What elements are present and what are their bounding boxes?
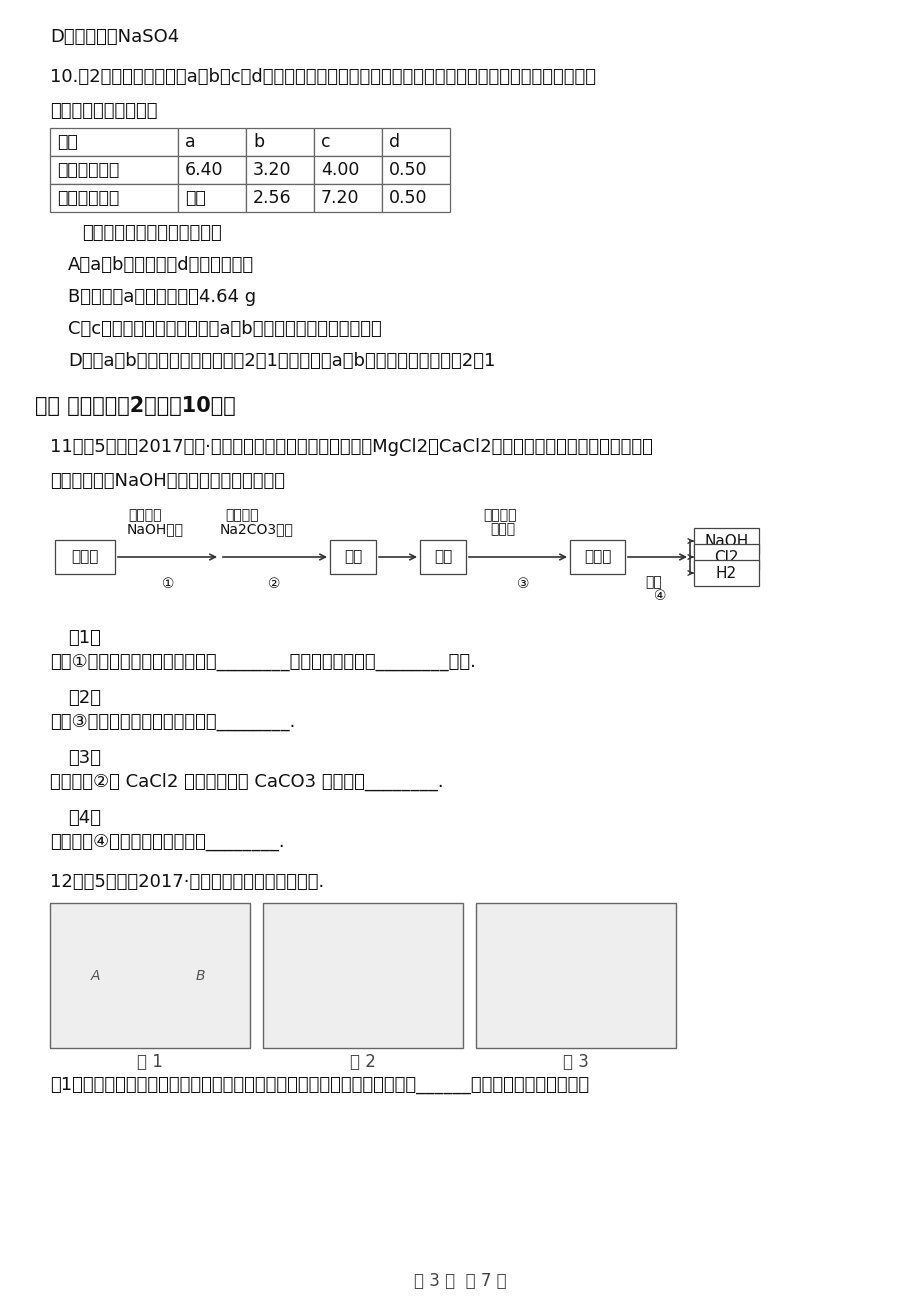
Text: 二、 简答题（共2题；共10分）: 二、 简答题（共2题；共10分）: [35, 396, 235, 417]
Text: 粗盐水: 粗盐水: [72, 549, 98, 565]
Bar: [50, 904, 250, 1048]
Text: ①: ①: [162, 577, 175, 591]
Text: 待测: 待测: [185, 189, 206, 207]
Text: b: b: [253, 133, 264, 151]
Text: 第 3 页  共 7 页: 第 3 页 共 7 页: [414, 1272, 505, 1290]
Text: Na2CO3溶液: Na2CO3溶液: [220, 522, 293, 536]
Bar: [693, 529, 758, 553]
Text: 水的方法制备NaOH，其简要工艺流程如下：: 水的方法制备NaOH，其简要工艺流程如下：: [50, 473, 285, 490]
Text: C．c物质中元素的种类一定与a、b两种物质中元素的种类相同: C．c物质中元素的种类一定与a、b两种物质中元素的种类相同: [68, 320, 381, 339]
Bar: [313, 184, 381, 212]
Text: B: B: [195, 969, 205, 983]
Text: a: a: [185, 133, 196, 151]
Text: 0.50: 0.50: [389, 189, 427, 207]
Text: 稀盐酸: 稀盐酸: [490, 522, 515, 536]
Text: 12．（5分）（2017·桂林）分析如图，回答问题.: 12．（5分）（2017·桂林）分析如图，回答问题.: [50, 874, 323, 891]
Text: ③: ③: [516, 577, 529, 591]
Text: 加入过量: 加入过量: [128, 508, 162, 522]
Text: D．硫酸钠：NaSO4: D．硫酸钠：NaSO4: [50, 29, 179, 46]
Bar: [420, 540, 466, 574]
Text: （4）: （4）: [68, 809, 101, 827]
Bar: [245, 128, 313, 156]
Text: 10.（2分）将一定质量的a、b、c、d四种物质放入一密闭容器中，在一定条件下反应一段时间后，测得反应: 10.（2分）将一定质量的a、b、c、d四种物质放入一密闭容器中，在一定条件下反…: [50, 68, 596, 86]
Text: 加入过量: 加入过量: [225, 508, 258, 522]
Bar: [693, 560, 758, 586]
Text: 过滤: 过滤: [344, 549, 362, 565]
Text: d: d: [389, 133, 400, 151]
Bar: [245, 184, 313, 212]
Text: 7.20: 7.20: [321, 189, 359, 207]
Bar: [50, 184, 177, 212]
Bar: [381, 184, 449, 212]
Bar: [693, 544, 758, 570]
Bar: [263, 904, 462, 1048]
Bar: [313, 156, 381, 184]
Text: 图 3: 图 3: [562, 1053, 588, 1072]
Bar: [50, 128, 177, 156]
Bar: [330, 540, 376, 574]
Text: 6.40: 6.40: [185, 161, 223, 178]
Bar: [55, 540, 115, 574]
Bar: [313, 128, 381, 156]
Text: A．a和b是反应物，d可能是催化剂: A．a和b是反应物，d可能是催化剂: [68, 256, 254, 273]
Text: c: c: [321, 133, 330, 151]
Text: 物质: 物质: [57, 133, 78, 151]
Bar: [177, 156, 245, 184]
Text: 加入适量: 加入适量: [482, 508, 516, 522]
Text: 下列说法不正确的是（　　）: 下列说法不正确的是（ ）: [82, 224, 221, 242]
Text: （1）: （1）: [68, 629, 101, 647]
Text: 反应前的质量: 反应前的质量: [57, 161, 119, 178]
Text: A: A: [90, 969, 99, 983]
Text: NaOH: NaOH: [704, 534, 748, 548]
Text: ④: ④: [653, 589, 665, 603]
Text: 图 1: 图 1: [137, 1053, 163, 1072]
Text: 验证步骤②中 CaCl2 已完全转化为 CaCO3 的方法是________.: 验证步骤②中 CaCl2 已完全转化为 CaCO3 的方法是________.: [50, 773, 443, 792]
Text: 图 2: 图 2: [350, 1053, 376, 1072]
Text: 3.20: 3.20: [253, 161, 291, 178]
Text: 步骤①中发生反应的化学方程式是________，基本反应类型是________反应.: 步骤①中发生反应的化学方程式是________，基本反应类型是________反…: [50, 654, 475, 671]
Text: 2.56: 2.56: [253, 189, 291, 207]
Text: H2: H2: [715, 565, 736, 581]
Bar: [177, 128, 245, 156]
Text: 4.00: 4.00: [321, 161, 359, 178]
Text: 写出步骤④中反应的化学方程式________.: 写出步骤④中反应的化学方程式________.: [50, 833, 284, 852]
Text: （3）: （3）: [68, 749, 101, 767]
Text: Cl2: Cl2: [713, 549, 738, 565]
Text: （2）: （2）: [68, 689, 101, 707]
Text: （1）实验室用二氧化锰和氯酸钾制取氧气时，发生装置可以选用图１中装置______（填字母序号），二氧化: （1）实验室用二氧化锰和氯酸钾制取氧气时，发生装置可以选用图１中装置______…: [50, 1075, 588, 1094]
Bar: [50, 156, 177, 184]
Text: 后各物质的质量如表：: 后各物质的质量如表：: [50, 102, 157, 120]
Bar: [570, 540, 624, 574]
Bar: [381, 128, 449, 156]
Bar: [381, 156, 449, 184]
Text: 步骤③中加入适量稀盐酸的目的是________.: 步骤③中加入适量稀盐酸的目的是________.: [50, 713, 295, 730]
Bar: [475, 904, 675, 1048]
Text: NaOH溶液: NaOH溶液: [127, 522, 184, 536]
Text: 反应后的质量: 反应后的质量: [57, 189, 119, 207]
Text: ②: ②: [267, 577, 280, 591]
Text: 0.50: 0.50: [389, 161, 427, 178]
Text: 电解: 电解: [644, 575, 661, 589]
Text: 食盐水: 食盐水: [584, 549, 610, 565]
Text: D．若a与b的相对分子质量之比为2：1，则反应中a与b的化学计量数之比为2：1: D．若a与b的相对分子质量之比为2：1，则反应中a与b的化学计量数之比为2：1: [68, 352, 494, 370]
Text: 11．（5分）（2017九下·龙华期中）工业上以粗盐（含少量MgCl2、CaCl2杂质）为原料，利用电解饱和食盐: 11．（5分）（2017九下·龙华期中）工业上以粗盐（含少量MgCl2、CaCl…: [50, 437, 652, 456]
Text: B．反应后a物质的质量为4.64 g: B．反应后a物质的质量为4.64 g: [68, 288, 255, 306]
Bar: [177, 184, 245, 212]
Bar: [245, 156, 313, 184]
Text: 滤液: 滤液: [434, 549, 451, 565]
